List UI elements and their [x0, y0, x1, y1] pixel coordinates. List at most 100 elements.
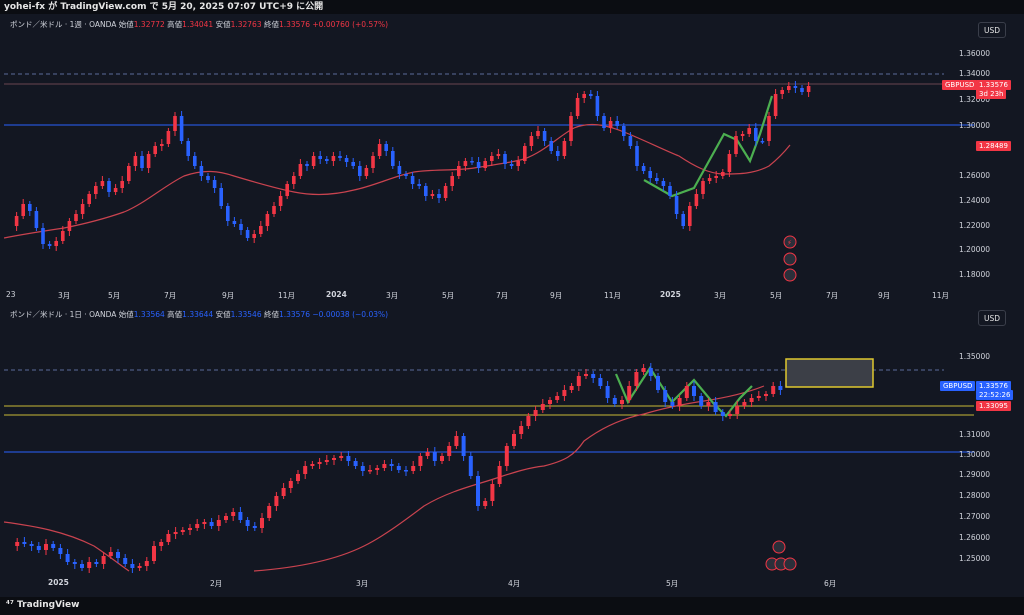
candle-body [692, 386, 696, 396]
currency-button[interactable]: USD [978, 310, 1006, 326]
candle-body [595, 96, 600, 116]
candle-body [346, 456, 351, 461]
candle-body [591, 374, 596, 378]
candle-body [663, 390, 668, 402]
candle-body [338, 156, 342, 158]
candle-body [454, 436, 459, 446]
candle-body [311, 156, 316, 166]
publish-header: yohei-fx が TradingView.com で 5月 20, 2025… [0, 0, 1024, 14]
flash-event-icon[interactable] [783, 235, 797, 249]
candle-body [756, 396, 761, 398]
candle-body [447, 446, 452, 456]
candle-body [310, 464, 315, 466]
candle-body [806, 86, 811, 92]
weekly-time-axis[interactable]: 23 3月 5月 7月 9月 11月 2024 3月 5月 7月 9月 11月 … [6, 290, 950, 300]
candle-body [749, 398, 754, 402]
uk-flag-icon[interactable] [772, 540, 786, 554]
candle-body [100, 181, 105, 186]
candle-body [67, 221, 72, 231]
candle-body [285, 184, 289, 196]
currency-button[interactable]: USD [978, 22, 1006, 38]
candle-body [108, 552, 113, 556]
candle-body [641, 368, 646, 372]
candle-body [116, 552, 120, 558]
candle-body [397, 166, 402, 174]
candle-body [127, 166, 131, 181]
candle-body [582, 94, 586, 98]
candle-body [317, 462, 322, 464]
candle-body [523, 146, 527, 161]
candle-body [771, 386, 776, 394]
candle-body [706, 402, 711, 406]
candle-body [764, 394, 768, 396]
candle-body [252, 234, 256, 238]
candle-body [562, 141, 567, 156]
last-price-label: 1.33576 [976, 381, 1011, 391]
candle-body [368, 470, 372, 472]
candle-body [358, 166, 362, 176]
candle-body [684, 386, 689, 398]
candle-body [80, 204, 85, 214]
candle-body [476, 476, 480, 506]
candle-body [628, 136, 633, 146]
candle-body [598, 378, 603, 386]
candle-body [688, 206, 692, 226]
candle-body [612, 398, 617, 404]
candle-body [180, 530, 185, 532]
candle-body [159, 542, 164, 546]
us-flag-icon[interactable] [783, 252, 797, 266]
candle-body [519, 426, 524, 434]
event-icon-3[interactable] [783, 557, 797, 571]
candle-body [641, 166, 646, 171]
candle-body [360, 466, 365, 471]
candle-body [137, 566, 142, 568]
candle-body [28, 204, 32, 211]
candle-body [483, 161, 487, 168]
candle-body [72, 562, 77, 564]
candle-body [219, 188, 223, 206]
daily-price-axis[interactable]: 1.35000 1.31000 1.30000 1.29000 1.28000 … [958, 352, 990, 563]
candle-body [206, 176, 210, 180]
ma-price-label: 1.28489 [976, 141, 1011, 151]
candle-body [179, 116, 184, 141]
candle-body [793, 86, 798, 88]
candle-body [15, 542, 20, 546]
swing-line-weekly [643, 95, 774, 198]
candle-body [166, 534, 171, 542]
tradingview-logo[interactable]: ⁴⁷ TradingView [6, 600, 80, 610]
candle-body [701, 181, 705, 194]
candle-body [173, 532, 178, 534]
candle-body [231, 512, 236, 516]
candle-body [344, 158, 349, 162]
candle-body [668, 186, 672, 196]
candle-body [152, 546, 156, 561]
candle-body [548, 400, 552, 404]
daily-chart-pane[interactable]: ポンド／米ドル · 1日 · OANDA 始値1.33564 高値1.33644… [4, 306, 1020, 591]
candle-body [94, 562, 99, 564]
candle-body [259, 226, 263, 234]
candle-body [272, 206, 276, 214]
candle-body [332, 458, 336, 460]
uk-flag-icon[interactable] [783, 268, 797, 282]
level-price-label: 1.33095 [976, 401, 1011, 411]
candle-body [331, 156, 336, 161]
candle-body [584, 374, 588, 376]
daily-time-axis[interactable]: 2025 2月 3月 4月 5月 6月 [48, 578, 837, 588]
candle-body [29, 544, 34, 546]
daily-chart-canvas[interactable] [4, 306, 1020, 591]
candle-body [238, 512, 243, 520]
candle-body [542, 131, 547, 141]
weekly-chart-pane[interactable]: ⚡ ポンド／米ドル · 1週 · OANDA 始値1.32772 高値1.340… [4, 16, 1020, 304]
candle-body [120, 181, 124, 188]
candle-body [396, 466, 401, 470]
weekly-price-axis[interactable]: 1.36000 1.34000 1.32000 1.30000 1.26000 … [958, 49, 990, 279]
candle-body [232, 221, 237, 224]
candle-body [278, 196, 283, 206]
candle-body [339, 456, 344, 458]
candle-body [133, 156, 138, 166]
weekly-chart-canvas[interactable]: ⚡ [4, 16, 1020, 304]
supply-zone-box[interactable] [785, 358, 874, 388]
candle-body [575, 98, 580, 116]
candle-body [648, 171, 652, 178]
candle-body [432, 452, 437, 461]
